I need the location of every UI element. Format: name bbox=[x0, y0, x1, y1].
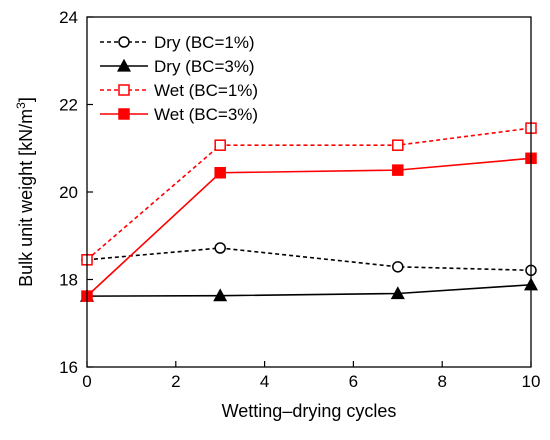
data-point bbox=[214, 242, 226, 254]
legend-label: Dry (BC=3%) bbox=[154, 57, 255, 76]
legend: Dry (BC=1%) Dry (BC=3%) Wet (BC=1%) Wet (BC… bbox=[100, 33, 258, 124]
series-line bbox=[86, 127, 532, 261]
legend-marker bbox=[118, 108, 130, 120]
legend-label: Wet (BC=1%) bbox=[154, 81, 258, 100]
x-tick-label: 2 bbox=[171, 372, 180, 391]
y-tick-label: 20 bbox=[59, 183, 78, 202]
legend-item: Dry (BC=3%) bbox=[100, 57, 255, 76]
x-tick-label: 4 bbox=[260, 372, 269, 391]
series-1 bbox=[81, 242, 537, 277]
series-line bbox=[86, 283, 532, 297]
data-point bbox=[213, 288, 228, 302]
data-point bbox=[392, 261, 404, 273]
data-point bbox=[214, 167, 226, 179]
series-3 bbox=[81, 122, 537, 266]
legend-item: Dry (BC=1%) bbox=[100, 33, 255, 52]
x-tick-label: 10 bbox=[522, 372, 541, 391]
legend-marker bbox=[118, 36, 130, 48]
series-line bbox=[86, 157, 532, 297]
data-point bbox=[392, 139, 404, 151]
legend-label: Dry (BC=1%) bbox=[154, 33, 255, 52]
y-tick-label: 22 bbox=[59, 96, 78, 115]
x-tick-label: 6 bbox=[349, 372, 358, 391]
y-axis-title: Bulk unit weight [kN/m3] bbox=[14, 97, 36, 287]
data-point bbox=[390, 286, 405, 300]
plot-area bbox=[79, 122, 539, 302]
legend-marker bbox=[118, 84, 130, 96]
y-axis-title-superscript: 3 bbox=[14, 102, 28, 109]
y-tick-label: 24 bbox=[59, 8, 78, 27]
y-axis-title-main: Bulk unit weight [kN/m bbox=[16, 109, 36, 287]
legend-label: Wet (BC=3%) bbox=[154, 105, 258, 124]
series-line bbox=[86, 247, 532, 272]
legend-item: Wet (BC=1%) bbox=[100, 81, 258, 100]
data-point bbox=[392, 164, 404, 176]
y-tick-label: 16 bbox=[59, 358, 78, 377]
x-tick-label: 8 bbox=[437, 372, 446, 391]
y-tick-label: 18 bbox=[59, 271, 78, 290]
series-2 bbox=[79, 277, 539, 302]
legend-item: Wet (BC=3%) bbox=[100, 105, 258, 124]
legend-marker bbox=[116, 58, 132, 72]
x-tick-label: 0 bbox=[82, 372, 91, 391]
y-axis-title-end: ] bbox=[16, 97, 36, 102]
x-axis-title: Wetting–drying cycles bbox=[222, 401, 397, 421]
data-point bbox=[214, 139, 226, 151]
series-4 bbox=[81, 152, 537, 302]
